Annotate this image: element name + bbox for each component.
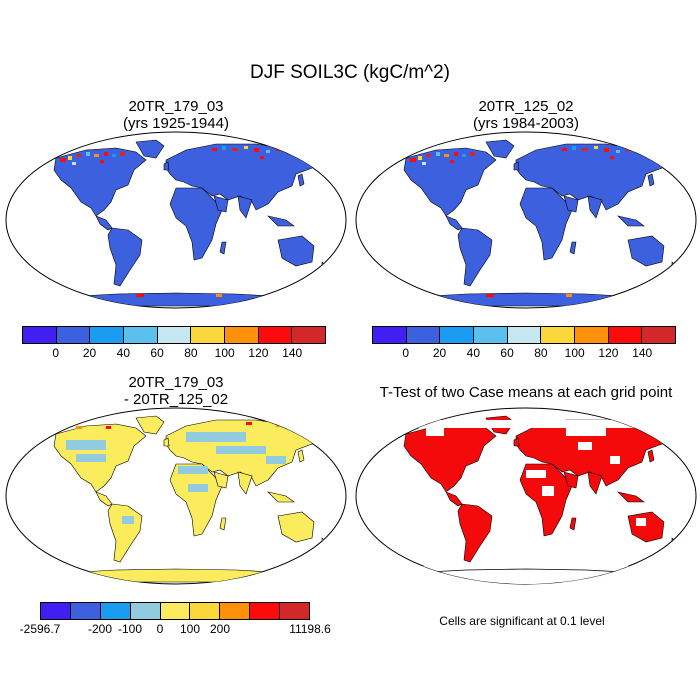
colorbar-panel1-swatch-8 [292,327,326,343]
map-panel4 [355,407,697,585]
colorbar-panel3-swatch-5 [190,603,221,619]
colorbar-panel2 [372,326,676,344]
colorbar-panel1-tick-label: 60 [150,346,164,360]
colorbar-panel3-tick-label: 100 [179,622,201,636]
colorbar-panel2-swatch-3 [474,327,508,343]
panel2-title: 20TR_125_02 (yrs 1984-2003) [356,98,696,132]
colorbar-panel3-tick-label: -100 [117,622,143,636]
colorbar-panel3-tick-label: 0 [156,622,164,636]
colorbar-panel3-tick-label: -200 [87,622,113,636]
colorbar-panel2-swatch-4 [507,327,542,343]
panel1-title: 20TR_179_03 (yrs 1925-1944) [6,98,346,132]
colorbar-panel3-swatch-1 [70,603,101,619]
colorbar-panel1-tick-label: 120 [248,346,269,360]
colorbar-panel1-tick-label: 40 [116,346,131,360]
colorbar-panel1-swatch-1 [56,327,91,343]
colorbar-panel2-swatch-6 [575,327,609,343]
panel4-title: T-Test of two Case means at each grid po… [356,384,696,401]
colorbar-panel3-tick-label: 200 [209,622,231,636]
colorbar-panel2-swatch-7 [608,327,643,343]
colorbar-panel2-tick-label: 140 [632,346,653,360]
colorbar-panel2-swatch-2 [440,327,475,343]
colorbar-panel2-swatch-5 [541,327,576,343]
colorbar-panel2-tick-label: 100 [564,346,585,360]
colorbar-panel3-swatch-8 [280,603,310,619]
colorbar-panel1-tick-label: 140 [282,346,303,360]
significance-note: Cells are significant at 0.1 level [439,614,605,628]
map-panel3 [5,407,347,585]
colorbar-panel3-swatch-4 [160,603,191,619]
map-panel1 [5,131,347,309]
colorbar-panel1-ticks: 0 20 40 60 80 100 120 140 [22,346,326,362]
colorbar-panel3 [40,602,310,620]
colorbar-panel1-tick-label: 80 [184,346,198,360]
colorbar-panel3-swatch-6 [220,603,251,619]
panel3-title-line2: - 20TR_125_02 [123,391,229,408]
panel1-title-line2: (yrs 1925-1944) [123,115,229,132]
colorbar-panel3-swatch-7 [250,603,281,619]
colorbar-panel2-tick-label: 80 [534,346,548,360]
panel3-title-line1: 20TR_179_03 [128,374,224,391]
panel2-title-line2: (yrs 1984-2003) [473,115,579,132]
colorbar-panel1-swatch-2 [90,327,125,343]
colorbar-panel3-tick-label: -2596.7 [19,622,61,636]
colorbar-panel1-swatch-5 [191,327,226,343]
colorbar-panel2-tick-label: 120 [598,346,619,360]
colorbar-panel2-swatch-1 [406,327,441,343]
colorbar-panel1-swatch-7 [258,327,293,343]
figure-title: DJF SOIL3C (kgC/m^2) [249,62,450,83]
colorbar-panel2-tick-label: 0 [402,346,410,360]
colorbar-panel1-tick-label: 100 [214,346,235,360]
colorbar-panel2-swatch-8 [642,327,676,343]
colorbar-panel3-tick-label: 11198.6 [289,622,331,636]
panel3-title: 20TR_179_03 - 20TR_125_02 [6,374,346,408]
colorbar-panel3-swatch-0 [41,603,71,619]
colorbar-panel2-tick-label: 60 [500,346,514,360]
colorbar-panel2-swatch-0 [373,327,407,343]
colorbar-panel1-tick-label: 0 [52,346,60,360]
colorbar-panel2-tick-label: 20 [432,346,447,360]
colorbar-panel1-swatch-6 [225,327,259,343]
colorbar-panel1 [22,326,326,344]
colorbar-panel3-ticks: -2596.7 -200 -100 0 100 200 11198.6 [20,622,331,638]
colorbar-panel2-ticks: 0 20 40 60 80 100 120 140 [372,346,676,362]
map-panel2 [355,131,697,309]
colorbar-panel3-swatch-3 [130,603,161,619]
panel4-title-line1: T-Test of two Case means at each grid po… [379,384,673,401]
colorbar-panel2-tick-label: 40 [466,346,481,360]
colorbar-panel1-swatch-4 [157,327,192,343]
panel1-title-line1: 20TR_179_03 [128,98,224,115]
panel2-title-line1: 20TR_125_02 [478,98,574,115]
colorbar-panel3-swatch-2 [100,603,131,619]
colorbar-panel1-swatch-0 [23,327,57,343]
colorbar-panel1-swatch-3 [124,327,158,343]
colorbar-panel1-tick-label: 20 [82,346,97,360]
